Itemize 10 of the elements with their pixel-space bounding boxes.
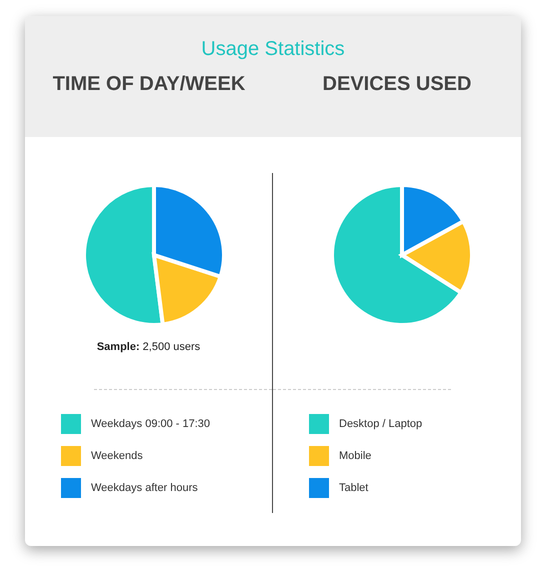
legend-label: Mobile [338, 449, 372, 464]
legend-label: Weekdays 09:00 - 17:30 [90, 417, 212, 432]
text: Usage Statistics [200, 37, 346, 61]
chart-subtitle: DEVICES USED [322, 72, 472, 96]
legend-label: Weekends [90, 449, 144, 464]
chart-subtitle: TIME OF DAY/WEEK [52, 72, 246, 96]
legend-label: Weekdays after hours [90, 481, 199, 496]
legend-label: Tablet [338, 481, 370, 496]
text: Sample: 2,500 users [96, 341, 200, 353]
legend-label: Desktop / Laptop [338, 417, 424, 432]
